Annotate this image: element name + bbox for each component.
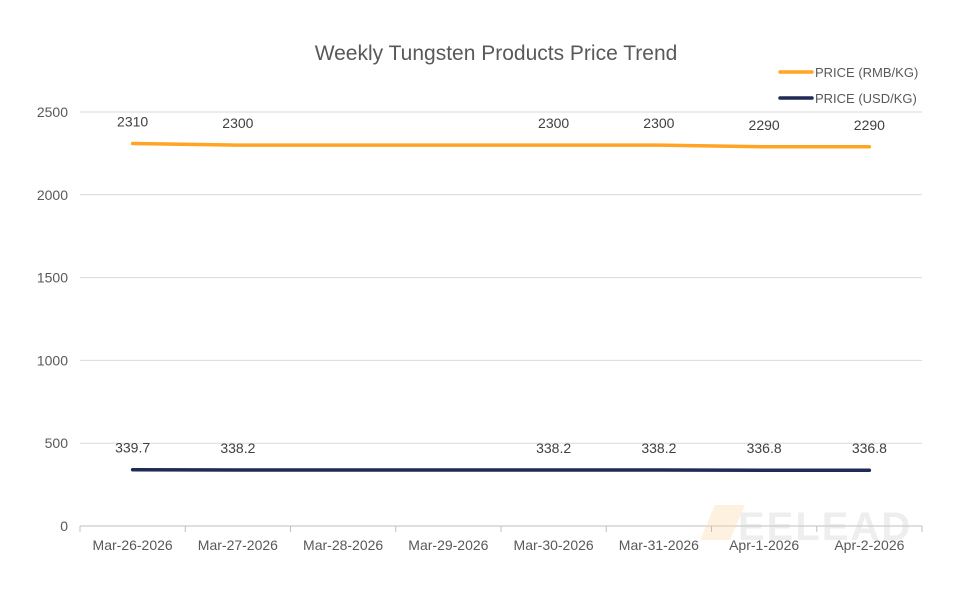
legend: PRICE (RMB/KG) PRICE (USD/KG) — [780, 65, 918, 106]
data-label: 2310 — [117, 113, 148, 129]
data-label: 2290 — [749, 117, 780, 133]
data-label: 2300 — [538, 115, 569, 131]
legend-label: PRICE (USD/KG) — [815, 91, 917, 106]
y-tick-label: 1000 — [37, 352, 68, 368]
y-tick-label: 2000 — [37, 187, 68, 203]
data-label: 336.8 — [852, 440, 887, 456]
x-tick-label: Mar-30-2026 — [514, 537, 594, 553]
y-tick-label: 1500 — [37, 270, 68, 286]
data-label: 2290 — [854, 117, 885, 133]
data-label: 336.8 — [747, 440, 782, 456]
x-tick-label: Mar-31-2026 — [619, 537, 699, 553]
y-axis: 0 500 1000 1500 2000 2500 — [37, 104, 68, 534]
legend-label: PRICE (RMB/KG) — [815, 65, 918, 80]
x-tick-label: Mar-28-2026 — [303, 537, 383, 553]
series: 2310 2300 2300 2300 2290 2290 339.7 338.2 338.2 3… — [115, 113, 887, 470]
x-tick-label: Mar-27-2026 — [198, 537, 278, 553]
y-tick-label: 500 — [45, 435, 69, 451]
series-line-0 — [133, 143, 870, 146]
data-label: 339.7 — [115, 440, 150, 456]
data-label: 338.2 — [220, 440, 255, 456]
y-tick-label: 0 — [60, 518, 68, 534]
data-label: 338.2 — [641, 440, 676, 456]
x-tick-label: Apr-2-2026 — [834, 537, 904, 553]
data-label: 2300 — [643, 115, 674, 131]
chart-title: Weekly Tungsten Products Price Trend — [315, 42, 678, 65]
gridlines — [80, 112, 922, 526]
y-tick-label: 2500 — [37, 104, 68, 120]
x-tick-label: Mar-26-2026 — [93, 537, 173, 553]
x-tick-label: Apr-1-2026 — [729, 537, 799, 553]
data-label: 338.2 — [536, 440, 571, 456]
data-label: 2300 — [222, 115, 253, 131]
x-tick-label: Mar-29-2026 — [408, 537, 488, 553]
